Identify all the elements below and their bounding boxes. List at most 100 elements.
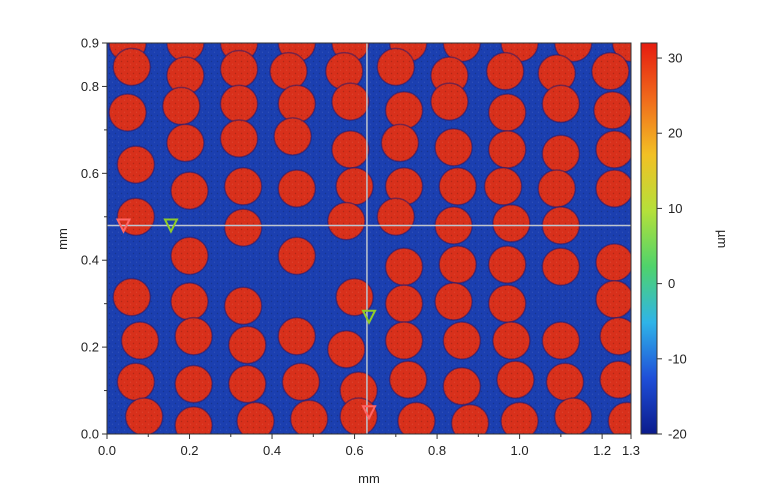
surface-dot-texture <box>278 85 316 123</box>
surface-dot-texture <box>542 248 580 286</box>
surface-dot-texture <box>538 54 576 92</box>
colorbar-tick-label: -10 <box>668 351 687 366</box>
surface-dot-texture <box>327 330 365 368</box>
surface-dot-texture <box>377 48 415 86</box>
marker-triangle[interactable] <box>361 405 377 421</box>
x-tick-label: 0.6 <box>346 443 364 458</box>
surface-dot-texture <box>113 278 151 316</box>
colorbar-tick-label: 10 <box>668 201 682 216</box>
surface-dot-texture <box>443 367 481 405</box>
surface-dot-texture <box>220 120 258 158</box>
surface-dot-texture <box>385 322 423 360</box>
surface-dot-texture <box>224 287 262 325</box>
surface-dot-texture <box>228 365 266 403</box>
surface-dot-texture <box>327 202 365 240</box>
surface-dot-texture <box>488 245 526 284</box>
surface-dot-texture <box>166 43 204 62</box>
y-axis-label: mm <box>55 228 70 250</box>
surface-dot-texture <box>236 402 275 434</box>
surface-dot-texture <box>542 135 580 173</box>
x-tick-label: 0.4 <box>263 443 281 458</box>
surface-dot-texture <box>269 52 308 90</box>
surface-dot-texture <box>166 57 204 95</box>
surface-dot-texture <box>162 87 200 125</box>
marker-triangle[interactable] <box>163 218 179 234</box>
x-tick-label: 1.2 <box>593 443 611 458</box>
x-tick-label: 1.3 <box>622 443 640 458</box>
surface-dot-texture <box>397 402 436 434</box>
surface-dot-texture <box>496 361 535 399</box>
surface-dot-texture <box>340 398 378 434</box>
surface-dot-texture <box>175 365 213 403</box>
surface-dot-texture <box>608 402 631 434</box>
surface-dot-texture <box>117 363 155 401</box>
surface-dot-texture <box>435 282 473 321</box>
surface-dot-texture <box>439 167 477 205</box>
colorbar-axis: 30 20 10 0 -10 -20 <box>657 51 687 442</box>
y-axis: 0.0 0.2 0.4 0.6 0.8 0.9 <box>81 36 107 442</box>
surface-dot-texture <box>488 93 526 132</box>
surface-dot-texture <box>228 326 266 364</box>
surface-dot-texture <box>335 167 374 205</box>
surface-dot-texture <box>542 322 580 360</box>
surface-dot-texture <box>591 52 629 90</box>
surface-dot-texture <box>554 398 592 434</box>
colorbar-tick-label: 0 <box>668 276 675 291</box>
surface-dot-texture <box>335 278 374 316</box>
surface-dot-texture <box>542 85 580 123</box>
y-tick-label: 0.0 <box>81 427 99 442</box>
y-tick-label: 0.8 <box>81 79 99 94</box>
x-tick-label: 0.8 <box>428 443 446 458</box>
surface-dot-texture <box>600 317 631 355</box>
y-tick-label: 0.6 <box>81 166 99 181</box>
surface-dot-texture <box>486 52 524 90</box>
surface-dot-texture <box>175 317 213 355</box>
surface-dot-texture <box>538 169 576 208</box>
surface-dot-texture <box>170 282 209 321</box>
markers-layer <box>115 218 377 421</box>
surface-dot-texture <box>430 83 469 121</box>
plot-frame <box>106 42 632 435</box>
surface-dot-texture <box>109 93 147 132</box>
surface-dot-texture <box>121 322 159 360</box>
surface-dot-texture <box>282 363 320 401</box>
surface-dot-texture <box>113 48 151 86</box>
surface-dot-texture <box>484 167 522 205</box>
surface-dot-texture <box>220 50 258 88</box>
surface-dot-texture <box>224 167 262 205</box>
surface-dot-texture <box>325 52 363 90</box>
colorbar-tick-label: -20 <box>668 427 687 442</box>
surface-dot-texture <box>488 285 526 323</box>
surface-dot-texture <box>331 83 369 121</box>
surface-dot-texture <box>488 130 526 169</box>
x-tick-label: 1.0 <box>511 443 529 458</box>
surface-dot-texture <box>389 361 427 399</box>
y-tick-label: 0.2 <box>81 340 99 355</box>
surface-dot-texture <box>451 404 489 434</box>
y-tick-label: 0.9 <box>81 36 99 51</box>
surface-dot-texture <box>117 146 155 184</box>
colorbar-label: µm <box>715 230 730 248</box>
surface-dot-texture <box>600 361 631 399</box>
x-tick-label: 0.0 <box>98 443 116 458</box>
surface-dot-texture <box>278 237 316 275</box>
surface-dot-texture <box>278 317 316 355</box>
marker-triangle[interactable] <box>115 218 132 234</box>
surface-dot-texture <box>492 204 530 242</box>
x-axis: 0.0 0.2 0.4 0.6 0.8 1.0 1.2 1.3 <box>98 434 640 458</box>
surface-dot-texture <box>125 398 163 434</box>
surface-dot-texture <box>290 400 328 434</box>
surface-dot-texture <box>377 198 415 236</box>
surface-dot-texture <box>439 245 477 284</box>
surface-dot-texture <box>224 209 262 247</box>
colorbar-tick-label: 20 <box>668 126 682 141</box>
surface-dot-texture <box>220 85 258 123</box>
surface-dot-texture <box>381 124 419 162</box>
surface-dot-texture <box>492 322 530 360</box>
crosshair <box>107 43 631 434</box>
colorbar-gradient <box>640 42 658 435</box>
surface-dot-texture <box>278 169 316 208</box>
surface-dot-texture <box>331 130 369 169</box>
marker-triangle[interactable] <box>361 309 377 325</box>
x-tick-label: 0.2 <box>180 443 198 458</box>
